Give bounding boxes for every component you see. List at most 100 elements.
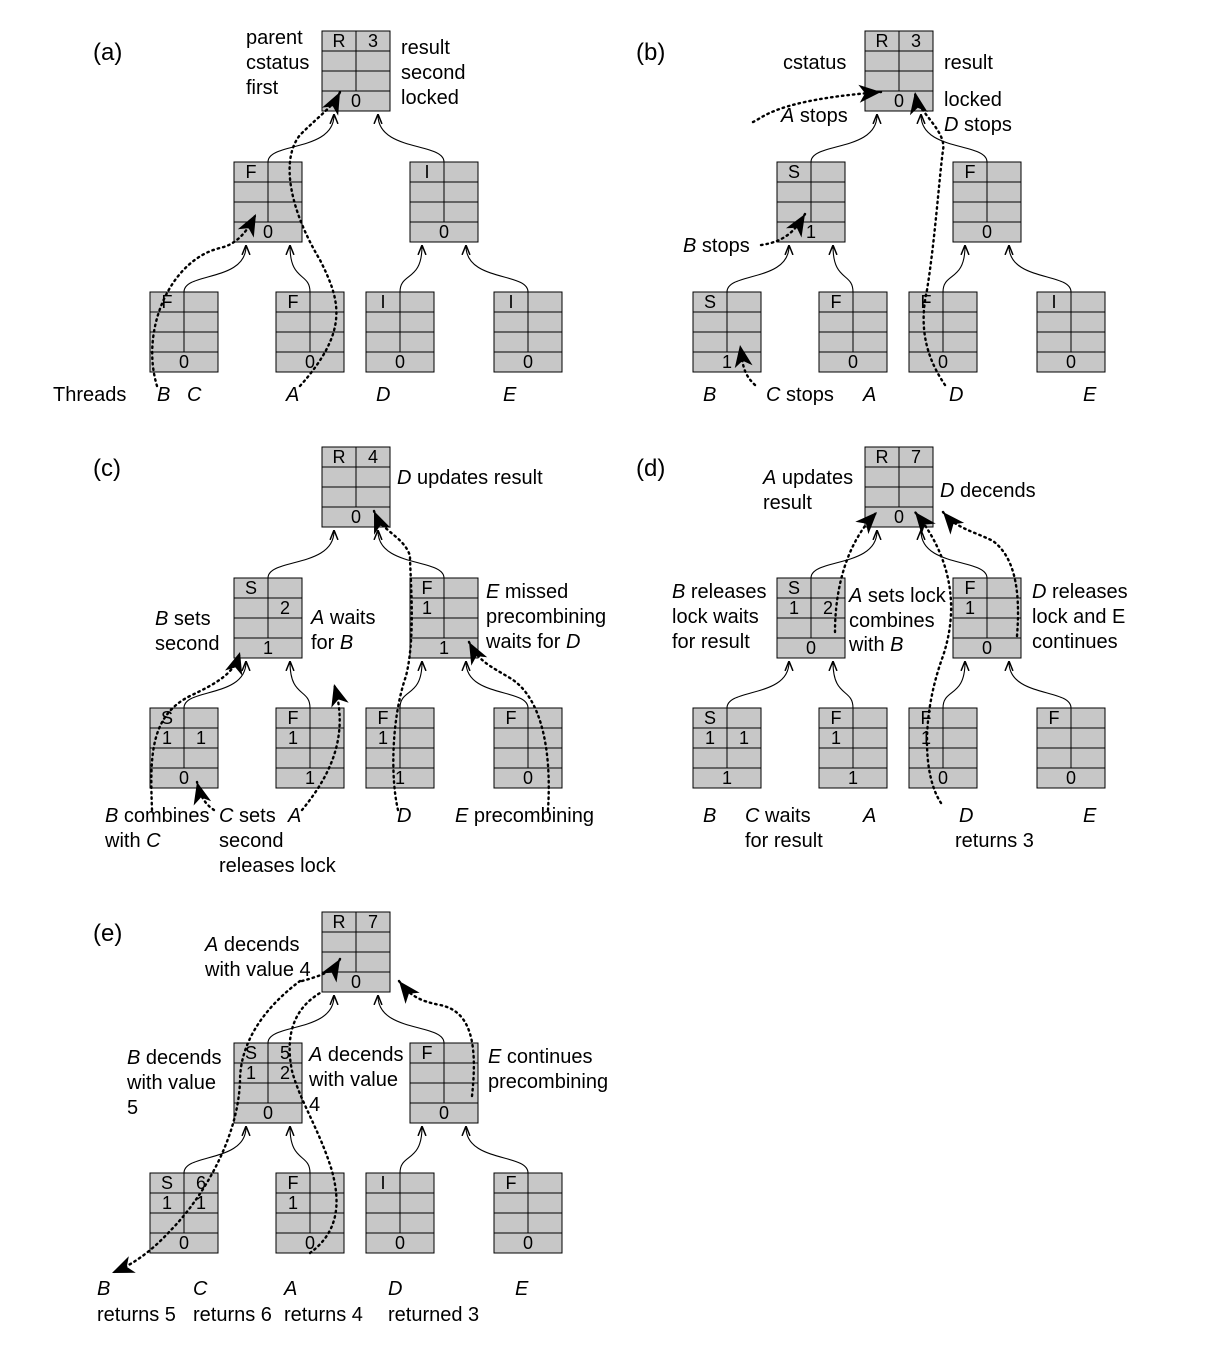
- cell-locked: 1: [395, 768, 405, 788]
- label-text: with value: [126, 1072, 216, 1094]
- label-text: returns 4: [284, 1304, 363, 1326]
- panel-label: (e): [93, 920, 122, 947]
- label-text: locked: [944, 89, 1002, 111]
- cell-first: 1: [288, 728, 298, 748]
- tree-edge: [466, 662, 529, 709]
- cell-status: F: [288, 292, 299, 312]
- tree-node: S1: [776, 161, 846, 243]
- label-text: 5: [127, 1097, 138, 1119]
- cell-first: 1: [789, 598, 799, 618]
- thread-arrowhead: [112, 1256, 136, 1273]
- thread-arrowhead: [225, 652, 243, 676]
- thread-path: [195, 780, 216, 812]
- cell-result: 3: [911, 31, 921, 51]
- tree-node: F10: [908, 707, 978, 789]
- label-text: result: [944, 52, 993, 74]
- cell-status: S: [161, 708, 173, 728]
- tree-edge: [378, 531, 445, 579]
- label-text: lock and E: [1032, 606, 1125, 628]
- tree-edge: [290, 246, 311, 293]
- cell-result: 7: [911, 447, 921, 467]
- label-text: Threads: [53, 384, 126, 406]
- label-text: first: [246, 77, 279, 99]
- cell-status: S: [704, 708, 716, 728]
- tree-edge: [921, 115, 988, 163]
- label-text: A decends: [204, 934, 300, 956]
- cell-locked: 0: [351, 972, 361, 992]
- label-text: cstatus: [783, 52, 846, 74]
- label-text: D stops: [944, 114, 1012, 136]
- cell-status: I: [508, 292, 513, 312]
- cell-status: F: [921, 708, 932, 728]
- tree-node: F0: [409, 1042, 479, 1124]
- cell-status: S: [788, 578, 800, 598]
- thread-arrowhead: [322, 92, 340, 116]
- cell-locked: 0: [938, 768, 948, 788]
- tree-node: F11: [365, 707, 435, 789]
- thread-arrowhead: [237, 214, 256, 238]
- panel-label: (c): [93, 455, 121, 482]
- label-text: A: [283, 1278, 297, 1300]
- cell-locked: 0: [523, 352, 533, 372]
- thread-path: [751, 90, 883, 124]
- cell-status: R: [333, 31, 346, 51]
- cell-status: I: [424, 162, 429, 182]
- label-text: with C: [104, 830, 161, 852]
- thread-arrowhead: [331, 684, 349, 708]
- cell-status: F: [831, 292, 842, 312]
- cell-status: F: [965, 162, 976, 182]
- label-text: with B: [848, 634, 903, 656]
- cell-locked: 0: [263, 1103, 273, 1123]
- thread-path: [300, 682, 341, 812]
- cell-locked: 0: [305, 1233, 315, 1253]
- cell-status: S: [245, 1043, 257, 1063]
- cell-status: F: [422, 578, 433, 598]
- label-text: B decends: [127, 1047, 222, 1069]
- tree-edge: [183, 662, 246, 709]
- thread-arrowhead: [943, 512, 965, 535]
- cell-second: 2: [280, 598, 290, 618]
- tree-node: F0: [952, 161, 1022, 243]
- label-text: D: [388, 1278, 402, 1300]
- panel-label: (a): [93, 39, 122, 66]
- cell-locked: 0: [523, 1233, 533, 1253]
- thread-path: [110, 979, 302, 1275]
- cell-locked: 0: [848, 352, 858, 372]
- cell-status: F: [378, 708, 389, 728]
- cell-locked: 0: [395, 352, 405, 372]
- tree-node: F11: [409, 577, 479, 659]
- label-text: B: [703, 805, 716, 827]
- tree-node: F10: [275, 1172, 345, 1254]
- thread-arrowhead: [734, 345, 753, 369]
- tree-edge: [942, 662, 965, 709]
- tree-node: F0: [493, 1172, 563, 1254]
- thread-arrowhead: [374, 511, 391, 535]
- cell-second: 2: [823, 598, 833, 618]
- tree-edge: [1009, 246, 1072, 293]
- label-text: 4: [309, 1094, 320, 1116]
- thread-arrowhead: [858, 84, 881, 103]
- label-text: B releases: [672, 581, 767, 603]
- cell-status: F: [506, 708, 517, 728]
- cell-locked: 0: [894, 91, 904, 111]
- tree-edge: [810, 115, 877, 163]
- cell-first: 1: [831, 728, 841, 748]
- label-text: E continues: [488, 1046, 593, 1068]
- cell-status: I: [380, 292, 385, 312]
- cell-status: F: [1049, 708, 1060, 728]
- label-text: B: [157, 384, 170, 406]
- thread-arrowhead: [909, 92, 928, 116]
- tree-node: F11: [818, 707, 888, 789]
- tree-node: R 7 0: [321, 911, 391, 993]
- cell-status: F: [288, 1173, 299, 1193]
- cell-locked: 0: [179, 1233, 189, 1253]
- cell-status: F: [162, 292, 173, 312]
- label-text: B combines: [105, 805, 210, 827]
- cell-result: 6: [196, 1173, 206, 1193]
- cell-status: F: [831, 708, 842, 728]
- cell-status: R: [876, 447, 889, 467]
- cell-locked: 0: [395, 1233, 405, 1253]
- label-text: A waits: [310, 607, 375, 629]
